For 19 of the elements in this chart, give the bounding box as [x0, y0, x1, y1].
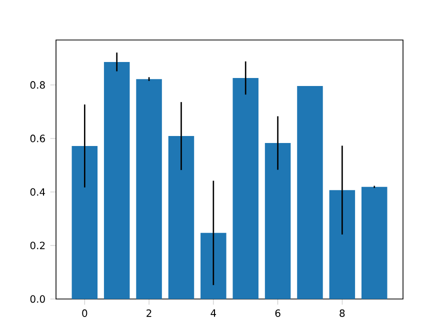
x-tick-label: 0: [82, 309, 88, 317]
bar: [297, 86, 323, 299]
bar: [104, 62, 130, 299]
y-tick-label: 0.2: [30, 242, 45, 250]
bar: [136, 79, 162, 299]
x-tick-label: 4: [210, 309, 216, 317]
bar: [361, 186, 388, 299]
bar: [264, 143, 291, 299]
y-tick-label: 0.0: [30, 295, 45, 303]
bar: [72, 146, 98, 299]
x-tick-label: 8: [340, 309, 345, 317]
y-tick-label: 0.4: [30, 188, 46, 196]
bar: [329, 190, 356, 299]
bar: [168, 136, 194, 299]
x-tick-label: 6: [275, 309, 280, 317]
x-tick-label: 2: [146, 309, 152, 317]
y-tick-label: 0.6: [30, 134, 45, 142]
bar: [232, 78, 258, 299]
y-tick-label: 0.8: [30, 81, 45, 89]
